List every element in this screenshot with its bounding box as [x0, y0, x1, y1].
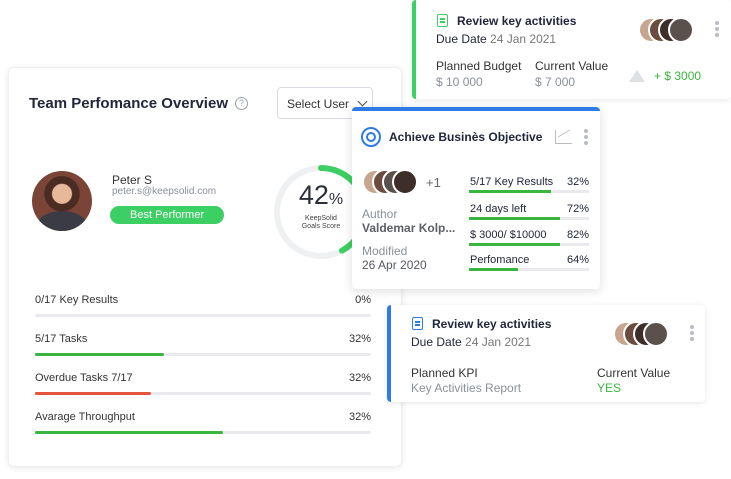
progress-track — [469, 217, 589, 220]
more-options-icon[interactable] — [690, 325, 694, 341]
key-result-value: 72% — [566, 203, 589, 215]
planned-budget-label: Planned Budget — [436, 59, 522, 73]
key-result-value: 32% — [566, 176, 589, 188]
progress-fill — [35, 353, 165, 356]
due-date-label: Due Date — [436, 32, 487, 46]
assignee-avatars[interactable] — [613, 321, 673, 347]
budget-delta: + $ 3000 — [654, 69, 702, 83]
avatar — [668, 17, 694, 43]
percent-symbol: % — [328, 191, 344, 208]
select-user-dropdown[interactable]: Select User — [277, 87, 373, 119]
current-value-label: Current Value — [535, 59, 609, 73]
chevron-down-icon — [357, 96, 368, 107]
key-result-label: 5/17 Key Results — [470, 176, 554, 188]
document-icon — [412, 317, 423, 330]
user-name: Peter S — [112, 173, 153, 187]
progress-fill — [469, 268, 519, 271]
due-date: Due Date 24 Jan 2021 — [411, 335, 531, 349]
metric-label: Overdue Tasks 7/17 — [35, 372, 133, 384]
progress-fill — [35, 431, 224, 434]
best-performer-badge: Best Performer — [110, 206, 224, 224]
gauge-label: KeepSolid Goals Score — [271, 215, 371, 231]
planned-kpi-label: Planned KPI — [411, 366, 478, 380]
modified-label: Modified — [362, 244, 408, 258]
review-activities-card-bottom[interactable]: Review key activities Due Date 24 Jan 20… — [387, 305, 705, 402]
review-activities-card-top[interactable]: Review key activities Due Date 24 Jan 20… — [412, 0, 731, 99]
key-result-value: 82% — [566, 229, 589, 241]
gauge-label-line1: KeepSolid — [305, 215, 337, 222]
key-result-label: $ 3000/ $10000 — [470, 229, 547, 241]
key-result-label: 24 days left — [470, 203, 527, 215]
key-result-value: 64% — [566, 254, 589, 266]
author-label: Author — [362, 207, 398, 221]
progress-track — [469, 268, 589, 271]
avatar — [32, 171, 92, 231]
metric-label: 5/17 Tasks — [35, 333, 88, 345]
metric-label: 0/17 Key Results — [35, 294, 119, 306]
gauge-value: 42 — [298, 180, 329, 210]
progress-fill — [469, 217, 561, 220]
due-date-value: 24 Jan 2021 — [490, 32, 557, 46]
avatar — [392, 169, 418, 195]
card-title: Review key activities — [457, 14, 577, 28]
target-icon — [361, 127, 381, 147]
due-date-value: 24 Jan 2021 — [465, 335, 532, 349]
select-user-label: Select User — [287, 97, 350, 111]
more-options-icon[interactable] — [584, 129, 588, 145]
progress-fill — [469, 243, 561, 246]
current-value: $ 7 000 — [535, 75, 576, 89]
chart-icon[interactable] — [555, 130, 572, 144]
due-date-label: Due Date — [411, 335, 462, 349]
assignee-avatars[interactable] — [638, 17, 698, 43]
assignee-avatars[interactable] — [362, 169, 422, 195]
metric-value: 32% — [348, 333, 371, 345]
metric-value: 32% — [348, 372, 371, 384]
due-date: Due Date 24 Jan 2021 — [436, 32, 556, 46]
progress-track — [35, 431, 371, 434]
progress-track — [35, 314, 371, 317]
extra-assignees-count: +1 — [426, 175, 441, 190]
team-performance-title: Team Perfomance Overview — [29, 95, 228, 112]
planned-kpi-value: Key Activities Report — [411, 381, 522, 395]
progress-track — [469, 243, 589, 246]
triangle-up-icon — [629, 70, 645, 82]
metric-value: 0% — [355, 294, 371, 306]
current-value-label: Current Value — [597, 366, 671, 380]
modified-date: 26 Apr 2020 — [362, 258, 427, 272]
key-result-label: Perfomance — [470, 254, 530, 266]
user-email: peter.s@keepsolid.com — [112, 186, 217, 197]
card-title: Review key activities — [432, 317, 552, 331]
metric-label: Avarage Throughput — [35, 411, 135, 423]
current-value: YES — [597, 381, 622, 395]
gauge-label-line2: Goals Score — [301, 223, 341, 230]
avatar — [643, 321, 669, 347]
achieve-objective-card[interactable]: Achieve Businès Objective +1 Author Vald… — [352, 107, 600, 289]
progress-fill — [35, 392, 151, 395]
progress-track — [35, 353, 371, 356]
progress-track — [469, 190, 589, 193]
planned-budget-value: $ 10 000 — [436, 75, 483, 89]
document-icon — [437, 14, 448, 27]
card-title: Achieve Businès Objective — [389, 130, 543, 144]
more-options-icon[interactable] — [715, 21, 719, 37]
team-performance-card: Team Perfomance Overview ? Select User P… — [8, 67, 402, 467]
progress-track — [35, 392, 371, 395]
progress-fill — [469, 190, 551, 193]
metric-value: 32% — [348, 411, 371, 423]
author-name: Valdemar Kolp... — [362, 221, 456, 235]
help-icon[interactable]: ? — [235, 97, 248, 110]
gauge-percentage: 42% — [271, 180, 371, 211]
